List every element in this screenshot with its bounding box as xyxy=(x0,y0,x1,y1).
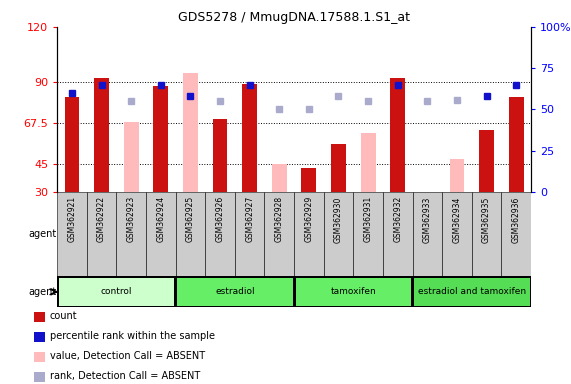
Bar xyxy=(383,192,412,276)
Bar xyxy=(296,278,411,306)
Text: GSM362923: GSM362923 xyxy=(127,196,136,242)
Bar xyxy=(501,192,531,276)
Bar xyxy=(361,133,376,192)
Bar xyxy=(294,192,324,276)
Bar xyxy=(59,278,174,306)
Text: value, Detection Call = ABSENT: value, Detection Call = ABSENT xyxy=(50,351,205,361)
Text: GSM362936: GSM362936 xyxy=(512,196,521,243)
Text: GSM362926: GSM362926 xyxy=(215,196,224,242)
Bar xyxy=(479,130,494,192)
Text: percentile rank within the sample: percentile rank within the sample xyxy=(50,331,215,341)
Bar xyxy=(154,86,168,192)
Bar xyxy=(449,159,464,192)
Text: tamoxifen: tamoxifen xyxy=(331,287,376,296)
Bar xyxy=(301,168,316,192)
Bar xyxy=(331,144,346,192)
Text: GSM362933: GSM362933 xyxy=(423,196,432,243)
Bar xyxy=(34,372,45,382)
Text: GSM362921: GSM362921 xyxy=(67,196,77,242)
Bar xyxy=(391,78,405,192)
Text: GSM362927: GSM362927 xyxy=(245,196,254,242)
Bar xyxy=(57,192,87,276)
Title: GDS5278 / MmugDNA.17588.1.S1_at: GDS5278 / MmugDNA.17588.1.S1_at xyxy=(178,11,410,24)
Bar xyxy=(177,278,292,306)
Text: GSM362930: GSM362930 xyxy=(334,196,343,243)
Bar xyxy=(94,78,109,192)
Bar xyxy=(34,352,45,362)
Bar xyxy=(412,192,442,276)
Bar xyxy=(116,192,146,276)
Bar xyxy=(87,192,116,276)
Text: GSM362931: GSM362931 xyxy=(364,196,373,242)
Bar xyxy=(272,164,287,192)
Text: GSM362935: GSM362935 xyxy=(482,196,491,243)
Bar xyxy=(442,192,472,276)
Bar xyxy=(34,312,45,322)
Text: control: control xyxy=(100,287,132,296)
Bar xyxy=(264,192,294,276)
Text: GSM362932: GSM362932 xyxy=(393,196,402,242)
Text: GSM362934: GSM362934 xyxy=(452,196,461,243)
Text: rank, Detection Call = ABSENT: rank, Detection Call = ABSENT xyxy=(50,371,200,381)
Text: estradiol and tamoxifen: estradiol and tamoxifen xyxy=(418,287,526,296)
Bar xyxy=(242,84,257,192)
Text: GSM362925: GSM362925 xyxy=(186,196,195,242)
Bar xyxy=(472,192,501,276)
Bar xyxy=(34,332,45,342)
Text: estradiol: estradiol xyxy=(215,287,255,296)
Bar xyxy=(353,192,383,276)
Bar xyxy=(124,122,139,192)
Text: GSM362924: GSM362924 xyxy=(156,196,165,242)
Bar xyxy=(414,278,529,306)
Bar xyxy=(324,192,353,276)
Bar xyxy=(205,192,235,276)
Bar xyxy=(146,192,176,276)
Bar xyxy=(509,97,524,192)
Bar xyxy=(212,119,227,192)
Bar xyxy=(65,97,79,192)
Text: GSM362922: GSM362922 xyxy=(97,196,106,242)
Text: agent: agent xyxy=(28,287,57,297)
Bar xyxy=(176,192,205,276)
Text: count: count xyxy=(50,311,77,321)
Bar xyxy=(183,73,198,192)
Text: agent: agent xyxy=(28,229,57,239)
Text: GSM362928: GSM362928 xyxy=(275,196,284,242)
Bar xyxy=(235,192,264,276)
Text: GSM362929: GSM362929 xyxy=(304,196,313,242)
